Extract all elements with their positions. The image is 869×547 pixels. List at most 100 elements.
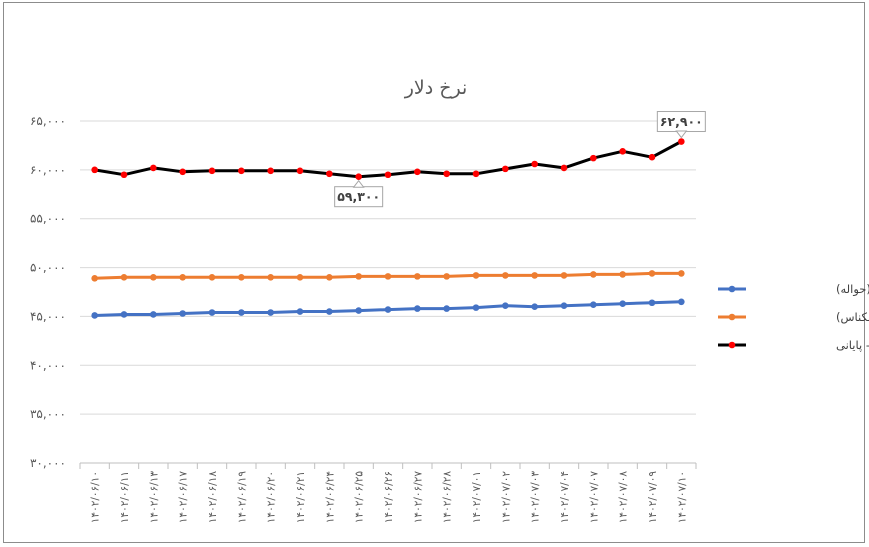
data-point bbox=[414, 305, 421, 312]
data-point bbox=[120, 171, 128, 179]
data-point bbox=[414, 273, 421, 280]
callout-label: ۵۹,۳۰۰ bbox=[337, 189, 380, 204]
data-point bbox=[590, 301, 597, 309]
data-point bbox=[296, 308, 304, 315]
legend-label: بازار آزاد - پایانی bbox=[836, 338, 869, 353]
legend-swatch-marker bbox=[728, 341, 736, 349]
data-point bbox=[179, 168, 186, 176]
legend-item: میانگین(اسکناس) bbox=[718, 310, 869, 325]
data-point bbox=[238, 274, 245, 281]
data-point bbox=[502, 302, 509, 309]
data-point bbox=[267, 309, 274, 316]
series-group bbox=[91, 138, 685, 319]
callout-label: ۶۲,۹۰۰ bbox=[660, 114, 703, 129]
x-axis: ۱۴۰۲/۰۶/۱۰ ۱۴۰۲/۰۶/۱۱ ۱۴۰۲/۰۶/۱۳ ۱۴۰۲/۰۶/۱۷… bbox=[79, 462, 697, 524]
data-point bbox=[326, 274, 333, 281]
chart-frame bbox=[3, 2, 865, 543]
series-2 bbox=[91, 270, 685, 282]
data-point bbox=[326, 308, 333, 315]
series-1 bbox=[91, 298, 685, 319]
data-point bbox=[472, 272, 480, 279]
y-tick-label: ۶۵,۰۰۰ bbox=[30, 114, 66, 128]
data-point bbox=[472, 170, 480, 178]
data-point bbox=[443, 305, 450, 312]
x-tick-label: ۱۴۰۲/۰۶/۲۵ bbox=[354, 471, 366, 524]
y-tick-label: ۳۵,۰۰۰ bbox=[30, 407, 66, 421]
x-tick-label: ۱۴۰۲/۰۶/۲۰ bbox=[266, 471, 278, 523]
series-3 bbox=[91, 138, 685, 180]
chart-title: نرخ دلار bbox=[404, 77, 468, 99]
x-tick-label: ۱۴۰۲/۰۷/۰۹ bbox=[647, 471, 659, 524]
data-point bbox=[560, 164, 568, 172]
data-point bbox=[648, 270, 656, 277]
data-point bbox=[678, 138, 685, 145]
annotations: ۵۹,۳۰۰ ۶۲,۹۰۰ bbox=[334, 111, 706, 208]
data-point bbox=[150, 274, 157, 281]
legend-label: میانگین(حواله) bbox=[836, 282, 869, 297]
data-point bbox=[91, 312, 98, 319]
data-point bbox=[150, 311, 157, 318]
data-point bbox=[648, 299, 656, 307]
data-point bbox=[384, 273, 392, 280]
x-tick-label: ۱۴۰۲/۰۶/۱۹ bbox=[236, 471, 248, 524]
data-callout: ۵۹,۳۰۰ bbox=[334, 179, 384, 208]
x-tick-label: ۱۴۰۲/۰۶/۲۶ bbox=[383, 471, 395, 523]
x-tick-label: ۱۴۰۲/۰۶/۱۳ bbox=[148, 471, 160, 524]
x-tick-label: ۱۴۰۲/۰۶/۱۱ bbox=[119, 471, 131, 523]
legend-item: میانگین(حواله) bbox=[718, 282, 869, 297]
data-point bbox=[531, 160, 538, 168]
data-point bbox=[414, 168, 421, 176]
data-point bbox=[502, 272, 509, 279]
data-point bbox=[150, 164, 157, 172]
x-tick-label: ۱۴۰۲/۰۶/۲۱ bbox=[295, 471, 307, 523]
legend-swatch-marker bbox=[728, 313, 736, 321]
data-point bbox=[590, 271, 597, 278]
x-tick-label: ۱۴۰۲/۰۶/۲۸ bbox=[442, 471, 454, 524]
data-point bbox=[560, 302, 568, 309]
data-point bbox=[472, 304, 480, 311]
data-point bbox=[267, 167, 274, 175]
data-point bbox=[208, 274, 216, 281]
data-point bbox=[355, 307, 362, 314]
data-point bbox=[208, 167, 216, 175]
data-point bbox=[443, 273, 450, 280]
callout-pointer bbox=[352, 179, 365, 188]
data-point bbox=[91, 166, 98, 174]
data-point bbox=[560, 272, 568, 279]
data-point bbox=[355, 173, 362, 180]
data-point bbox=[384, 306, 392, 313]
data-point bbox=[355, 273, 362, 280]
legend-swatch-marker bbox=[728, 285, 736, 293]
data-point bbox=[120, 311, 128, 318]
data-point bbox=[619, 271, 626, 278]
x-tick-label: ۱۴۰۲/۰۶/۲۷ bbox=[412, 471, 424, 524]
x-tick-label: ۱۴۰۲/۰۶/۱۰ bbox=[90, 471, 102, 523]
data-point bbox=[179, 274, 186, 281]
data-point bbox=[531, 303, 538, 310]
x-tick-label: ۱۴۰۲/۰۷/۱۰ bbox=[676, 471, 688, 523]
data-point bbox=[531, 272, 538, 279]
data-point bbox=[384, 171, 392, 179]
y-tick-label: ۶۰,۰۰۰ bbox=[30, 163, 66, 177]
data-point bbox=[678, 298, 685, 306]
data-point bbox=[296, 167, 304, 175]
x-tick-label: ۱۴۰۲/۰۷/۰۴ bbox=[559, 471, 571, 523]
x-tick-label: ۱۴۰۲/۰۷/۰۸ bbox=[618, 471, 630, 524]
x-tick-label: ۱۴۰۲/۰۷/۰۷ bbox=[588, 471, 600, 524]
data-point bbox=[120, 274, 128, 281]
x-tick-label: ۱۴۰۲/۰۶/۱۷ bbox=[178, 471, 190, 524]
data-point bbox=[238, 167, 245, 175]
data-point bbox=[238, 309, 245, 316]
x-tick-label: ۱۴۰۲/۰۷/۰۲ bbox=[500, 471, 512, 524]
data-callout: ۶۲,۹۰۰ bbox=[656, 111, 706, 139]
legend-label: میانگین(اسکناس) bbox=[836, 310, 869, 325]
y-tick-label: ۳۰,۰۰۰ bbox=[30, 456, 66, 470]
data-point bbox=[326, 170, 333, 178]
y-axis: ۳۰,۰۰۰ ۳۵,۰۰۰ ۴۰,۰۰۰ ۴۵,۰۰۰ ۵۰,۰۰۰ ۵۵,۰۰۰ ۶۰,۰… bbox=[30, 114, 66, 470]
legend-item: بازار آزاد - پایانی bbox=[718, 338, 869, 353]
y-tick-label: ۵۵,۰۰۰ bbox=[30, 212, 66, 226]
data-point bbox=[648, 153, 656, 161]
data-point bbox=[267, 274, 274, 281]
x-tick-label: ۱۴۰۲/۰۶/۱۸ bbox=[207, 471, 219, 524]
